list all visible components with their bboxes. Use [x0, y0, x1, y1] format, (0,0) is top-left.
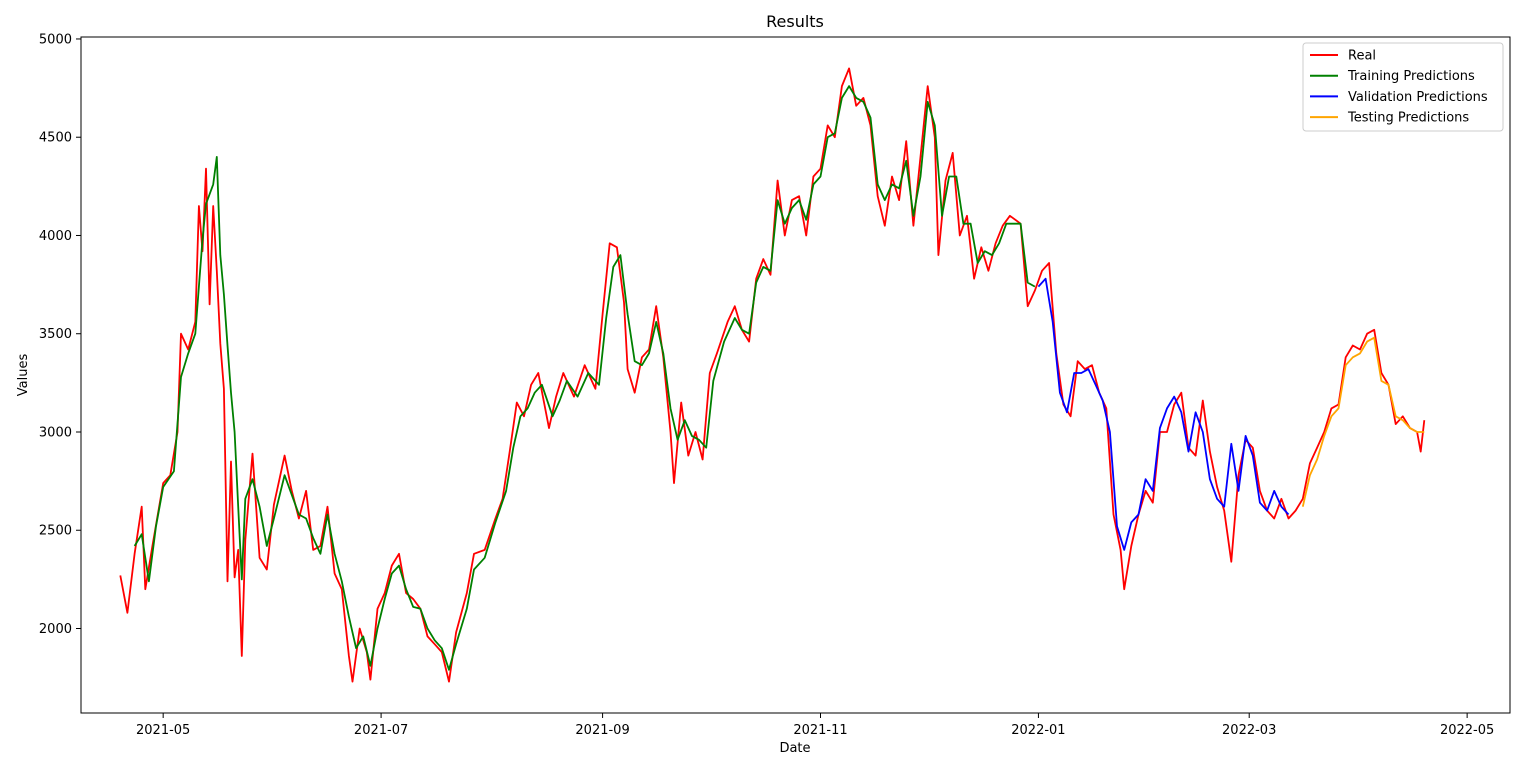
series-line-testing-predictions [1301, 336, 1425, 507]
y-axis: 2000 2500 3000 3500 4000 4500 5000 [39, 32, 81, 637]
legend: Real Training Predictions Validation Predi… [1302, 42, 1504, 132]
y-tick-label: 4000 [39, 229, 72, 244]
y-tick-label: 3000 [39, 425, 72, 440]
legend-box [1302, 42, 1504, 132]
x-tick-label: 2021-07 [354, 723, 408, 738]
series-line-training-predictions [133, 85, 1036, 671]
x-tick-label: 2022-01 [1011, 723, 1065, 738]
x-tick-label: 2021-05 [136, 723, 190, 738]
series-line-real [119, 67, 1426, 683]
x-tick-label: 2021-11 [793, 723, 847, 738]
y-axis-title: Values [16, 354, 31, 397]
y-tick-label: 5000 [39, 32, 72, 47]
legend-label-testing-predictions: Testing Predictions [1347, 111, 1469, 126]
x-axis-title: Date [779, 741, 810, 756]
plot-frame [80, 36, 1511, 714]
legend-label-training-predictions: Training Predictions [1347, 69, 1475, 84]
y-tick-label: 3500 [39, 327, 72, 342]
legend-label-real: Real [1348, 49, 1376, 64]
x-tick-label: 2021-09 [575, 723, 629, 738]
y-tick-label: 2500 [39, 524, 72, 539]
series-line-validation-predictions [1037, 277, 1290, 551]
y-tick-label: 2000 [39, 622, 72, 637]
x-tick-label: 2022-03 [1222, 723, 1276, 738]
plot-series [119, 67, 1426, 683]
x-axis: 2021-05 2021-07 2021-09 2021-11 2022-01 2022-… [136, 713, 1494, 738]
y-tick-label: 4500 [39, 131, 72, 146]
chart-title: Results [766, 12, 824, 31]
x-tick-label: 2022-05 [1440, 723, 1494, 738]
legend-label-validation-predictions: Validation Predictions [1348, 90, 1488, 105]
